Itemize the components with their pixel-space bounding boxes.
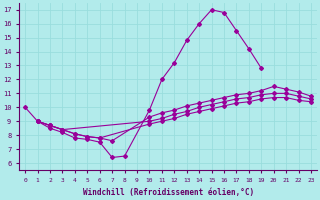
X-axis label: Windchill (Refroidissement éolien,°C): Windchill (Refroidissement éolien,°C)	[83, 188, 254, 197]
